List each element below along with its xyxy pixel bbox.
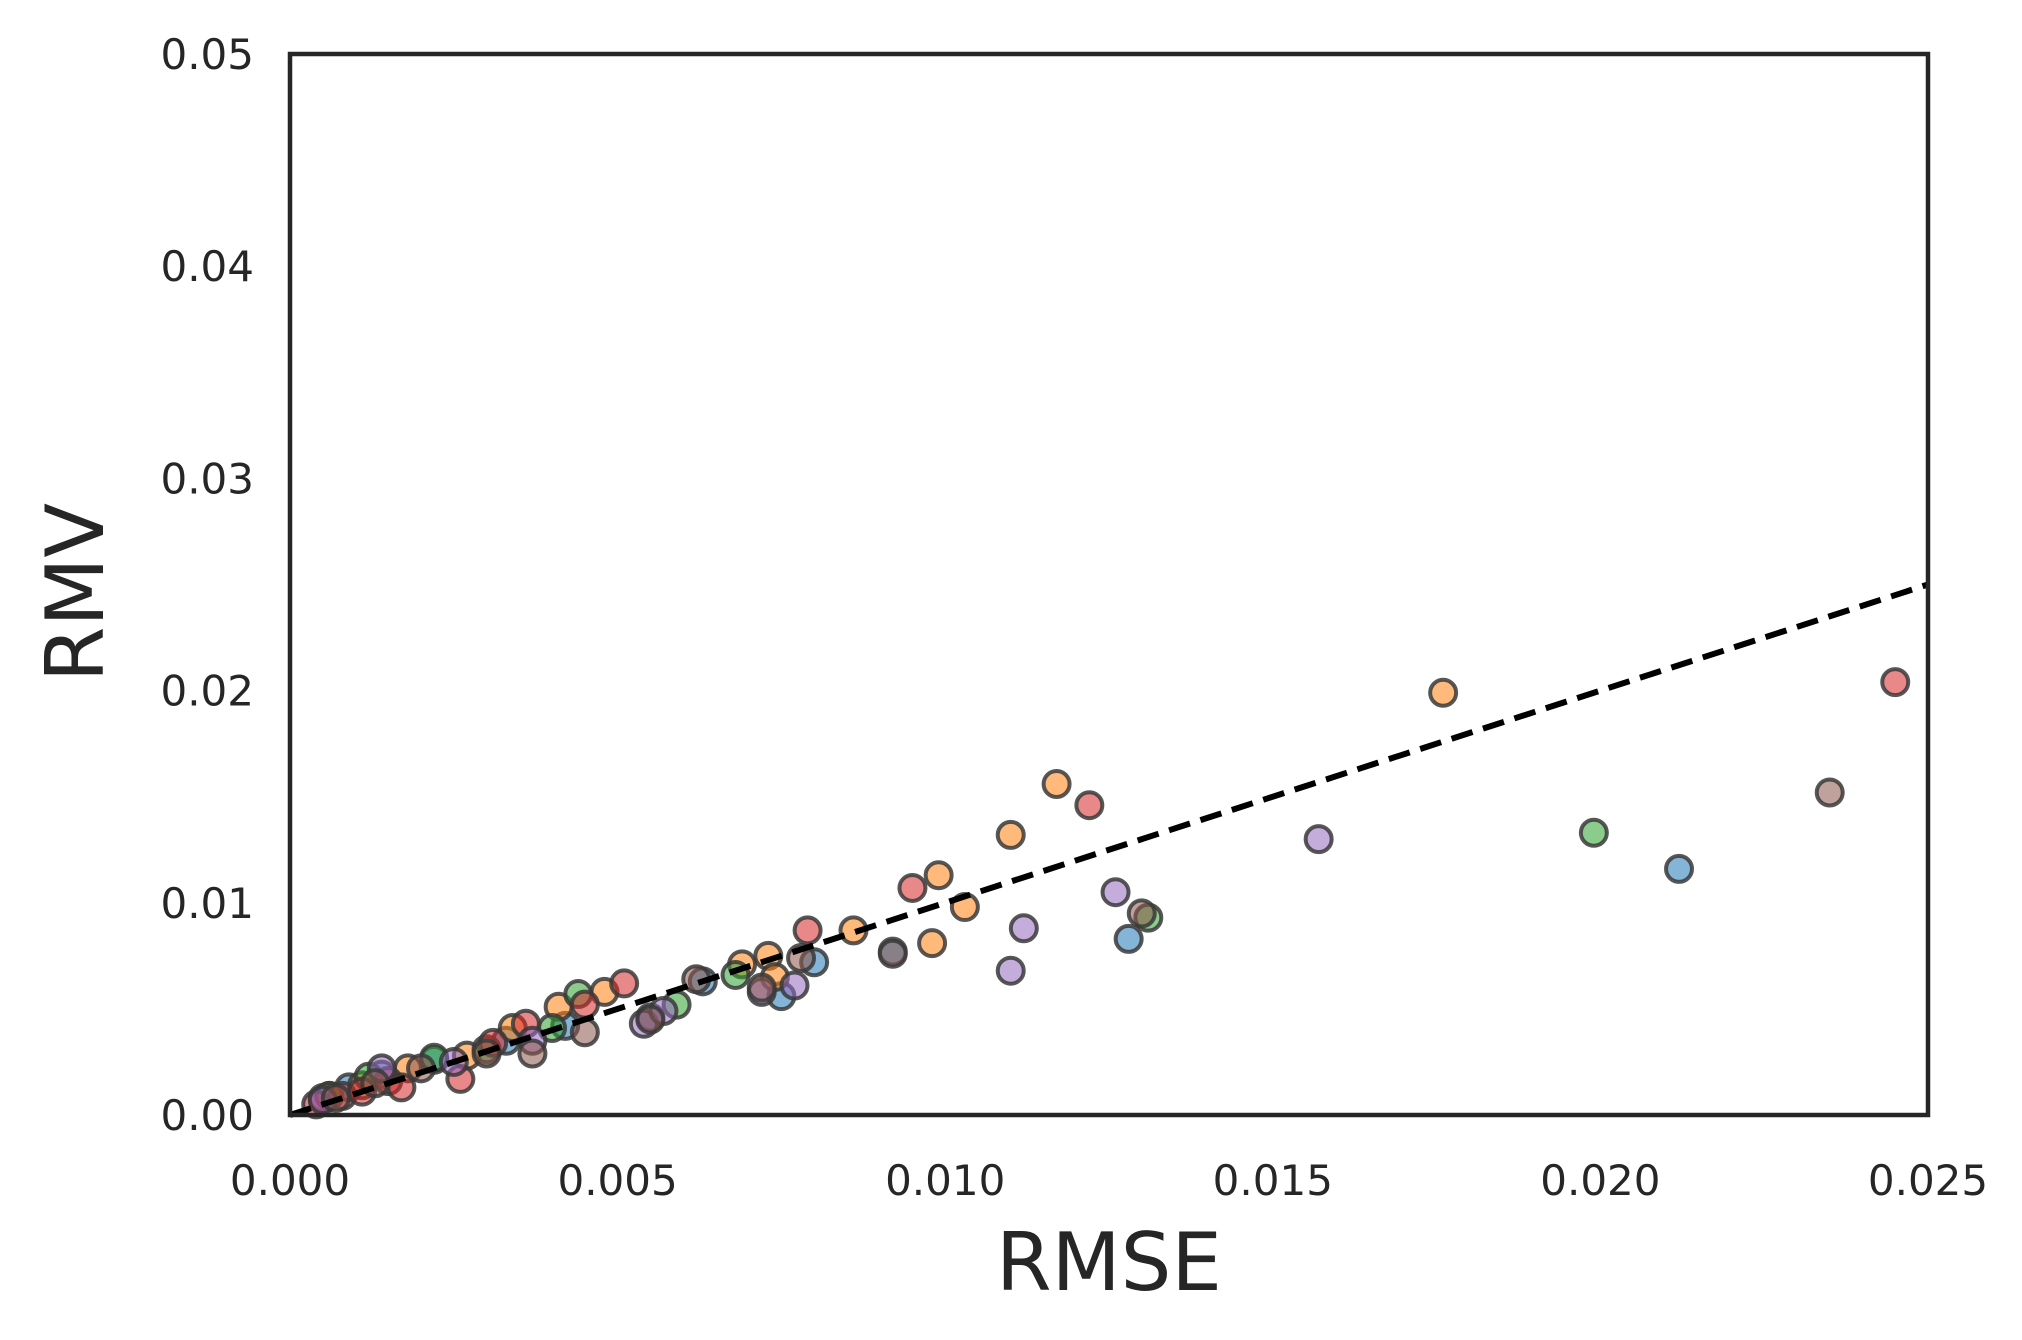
data-point-red-9 bbox=[609, 968, 640, 999]
data-point-purple-8 bbox=[995, 955, 1026, 986]
y-tick-labels: 0.00 0.01 0.02 0.03 0.04 0.05 bbox=[160, 30, 254, 1140]
y-tick-label: 0.00 bbox=[160, 1091, 254, 1140]
data-point-blue-12 bbox=[1664, 853, 1695, 884]
points-layer bbox=[301, 667, 1911, 1120]
data-point-blue-11 bbox=[1113, 923, 1144, 954]
data-point-purple-10 bbox=[1100, 877, 1131, 908]
data-point-brown-12 bbox=[1814, 777, 1845, 808]
x-tick-label: 0.015 bbox=[1213, 1156, 1333, 1205]
data-point-brown-11 bbox=[1126, 898, 1157, 929]
x-axis-title: RMSE bbox=[996, 1216, 1222, 1309]
reference-line bbox=[289, 581, 1929, 1118]
y-tick-label: 0.02 bbox=[160, 667, 254, 716]
x-tick-label: 0.025 bbox=[1868, 1156, 1988, 1205]
data-point-orange-15 bbox=[1041, 768, 1072, 799]
data-point-brown-8 bbox=[746, 972, 777, 1003]
x-tick-label: 0.020 bbox=[1540, 1156, 1660, 1205]
y-axis-title: RMV bbox=[29, 503, 122, 683]
data-point-red-11 bbox=[897, 872, 928, 903]
data-point-orange-16 bbox=[1428, 677, 1459, 708]
data-point-red-13 bbox=[1880, 667, 1911, 698]
data-point-purple-7 bbox=[779, 970, 810, 1001]
data-point-orange-12 bbox=[923, 860, 954, 891]
x-tick-label: 0.005 bbox=[557, 1156, 677, 1205]
data-point-orange-14 bbox=[995, 819, 1026, 850]
data-point-purple-11 bbox=[1303, 824, 1334, 855]
data-point-brown-6 bbox=[635, 1004, 666, 1035]
x-tick-label: 0.000 bbox=[230, 1156, 350, 1205]
data-point-red-8 bbox=[569, 989, 600, 1020]
x-tick-label: 0.010 bbox=[885, 1156, 1005, 1205]
y-tick-label: 0.03 bbox=[160, 454, 254, 503]
y-tick-label: 0.04 bbox=[160, 242, 254, 291]
data-point-brown-4 bbox=[517, 1038, 548, 1069]
reference-line-layer bbox=[289, 581, 1929, 1118]
data-point-brown-10 bbox=[877, 938, 908, 969]
data-point-green-9 bbox=[1578, 817, 1609, 848]
data-point-purple-9 bbox=[1008, 913, 1039, 944]
plot-frame bbox=[287, 51, 1931, 1118]
data-point-red-10 bbox=[792, 915, 823, 946]
data-point-orange-11 bbox=[917, 928, 948, 959]
y-tick-label: 0.05 bbox=[160, 30, 254, 79]
x-tick-labels: 0.000 0.005 0.010 0.015 0.020 0.025 bbox=[230, 1156, 1988, 1205]
data-point-red-12 bbox=[1074, 790, 1105, 821]
y-tick-label: 0.01 bbox=[160, 879, 254, 928]
